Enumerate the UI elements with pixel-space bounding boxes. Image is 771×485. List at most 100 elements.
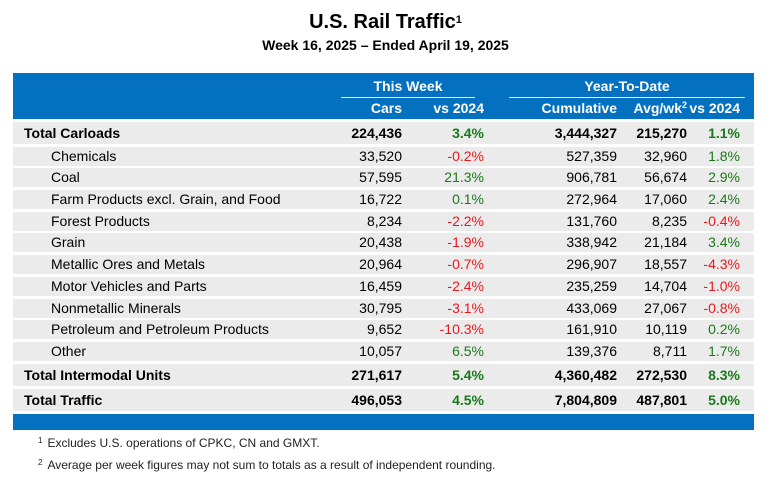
cell-cars: 496,053 bbox=[351, 391, 402, 408]
table-row: Petroleum and Petroleum Products 9,652 -10… bbox=[13, 320, 754, 340]
cell-cumulative: 906,781 bbox=[566, 169, 617, 186]
row-label: Total Carloads bbox=[24, 125, 121, 141]
cell-cumulative: 272,964 bbox=[566, 191, 617, 208]
cell-cars: 33,520 bbox=[359, 147, 402, 164]
cell-cars: 8,234 bbox=[366, 212, 402, 229]
group-label-this-week: This Week bbox=[373, 78, 443, 94]
row-label: Chemicals bbox=[51, 147, 117, 164]
cell-avg-wk: 10,119 bbox=[645, 321, 687, 338]
table-row-total: Total Intermodal Units 271,617 5.4% 4,360,4… bbox=[13, 363, 754, 386]
row-label: Grain bbox=[51, 234, 86, 251]
cell-cumulative: 235,259 bbox=[566, 277, 617, 294]
group-header-this-week: This Week bbox=[341, 77, 475, 98]
cell-cars: 271,617 bbox=[351, 366, 402, 383]
footnote-1-mark: 1 bbox=[38, 436, 43, 445]
title-text: U.S. Rail Traffic bbox=[309, 11, 456, 33]
cell-avg-wk: 32,960 bbox=[644, 147, 687, 164]
row-label: Coal bbox=[51, 169, 80, 186]
footnote-2-text: Average per week figures may not sum to … bbox=[47, 458, 496, 472]
cell-ytd-vs: 0.2% bbox=[708, 321, 740, 338]
cell-week-vs: 21.3% bbox=[444, 169, 484, 186]
cell-ytd-vs: -0.4% bbox=[703, 212, 740, 229]
avg-wk-label: Avg/wk bbox=[633, 100, 682, 116]
cell-cars: 9,652 bbox=[366, 321, 402, 338]
table-row: Chemicals 33,520 -0.2% 527,359 32,960 1.8% bbox=[13, 146, 754, 166]
cell-cumulative: 527,359 bbox=[566, 147, 617, 164]
table-footer-band bbox=[13, 413, 754, 430]
cell-cars: 10,057 bbox=[359, 342, 402, 359]
cell-week-vs: -1.9% bbox=[447, 234, 484, 251]
cell-week-vs: 4.5% bbox=[452, 391, 484, 408]
cell-week-vs: -0.2% bbox=[447, 147, 484, 164]
cell-week-vs: -2.2% bbox=[447, 212, 484, 229]
cell-week-vs: -0.7% bbox=[447, 256, 484, 273]
cell-cumulative: 4,360,482 bbox=[554, 366, 617, 383]
cell-week-vs: -3.1% bbox=[447, 299, 484, 316]
table-row: Metallic Ores and Metals 20,964 -0.7% 296,9… bbox=[13, 255, 754, 275]
col-header-cars: Cars bbox=[370, 100, 402, 116]
row-label: Petroleum and Petroleum Products bbox=[51, 321, 269, 338]
row-label: Motor Vehicles and Parts bbox=[51, 277, 207, 294]
cell-cars: 20,438 bbox=[359, 234, 402, 251]
cell-week-vs: 0.1% bbox=[452, 191, 484, 208]
cell-ytd-vs: 1.8% bbox=[708, 147, 740, 164]
cell-cumulative: 433,069 bbox=[566, 299, 617, 316]
table-row: Nonmetallic Minerals 30,795 -3.1% 433,069 27… bbox=[13, 298, 754, 318]
cell-avg-wk: 56,674 bbox=[644, 169, 687, 186]
table-row: Motor Vehicles and Parts 16,459 -2.4% 235,2… bbox=[13, 276, 754, 296]
table-row: Farm Products excl. Grain, and Food 16,72… bbox=[13, 190, 754, 210]
table-row: Other 10,057 6.5% 139,376 8,711 1.7% bbox=[13, 341, 754, 361]
cell-avg-wk: 215,270 bbox=[636, 125, 687, 141]
row-label: Total Traffic bbox=[24, 391, 103, 408]
cell-avg-wk: 17,060 bbox=[644, 191, 687, 208]
cell-cars: 16,722 bbox=[359, 191, 402, 208]
footnote-1: 1 Excludes U.S. operations of CPKC, CN an… bbox=[38, 436, 320, 450]
cell-avg-wk: 18,557 bbox=[644, 256, 687, 273]
cell-cumulative: 161,910 bbox=[566, 321, 617, 338]
footnote-2: 2 Average per week figures may not sum to… bbox=[38, 458, 496, 472]
cell-ytd-vs: 1.1% bbox=[708, 125, 740, 141]
table-row-total: Total Carloads 224,436 3.4% 3,444,327 215,27… bbox=[13, 122, 754, 144]
cell-ytd-vs: 5.0% bbox=[708, 391, 740, 408]
footnote-1-text: Excludes U.S. operations of CPKC, CN and… bbox=[47, 436, 320, 450]
avg-wk-footnote-mark: 2 bbox=[681, 100, 687, 110]
group-rule-this-week bbox=[341, 97, 475, 98]
table-body: Total Carloads 224,436 3.4% 3,444,327 215,27… bbox=[13, 122, 754, 411]
cell-week-vs: 3.4% bbox=[452, 125, 484, 141]
cell-cumulative: 131,760 bbox=[566, 212, 617, 229]
cell-avg-wk: 8,235 bbox=[651, 212, 687, 229]
col-header-cumulative: Cumulative bbox=[541, 100, 617, 116]
cell-ytd-vs: -0.8% bbox=[703, 299, 740, 316]
cell-ytd-vs: -1.0% bbox=[703, 277, 740, 294]
cell-ytd-vs: 8.3% bbox=[708, 366, 740, 383]
cell-ytd-vs: 3.4% bbox=[708, 234, 740, 251]
cell-cars: 20,964 bbox=[359, 256, 402, 273]
cell-ytd-vs: 2.4% bbox=[708, 191, 740, 208]
cell-avg-wk: 14,704 bbox=[644, 277, 687, 294]
cell-week-vs: -2.4% bbox=[447, 277, 484, 294]
cell-avg-wk: 272,530 bbox=[636, 366, 687, 383]
cell-cars: 57,595 bbox=[359, 169, 402, 186]
table-row: Forest Products 8,234 -2.2% 131,760 8,235 -0.… bbox=[13, 211, 754, 231]
table-row: Grain 20,438 -1.9% 338,942 21,184 3.4% bbox=[13, 233, 754, 253]
row-label: Metallic Ores and Metals bbox=[51, 256, 206, 273]
row-label: Total Intermodal Units bbox=[24, 366, 171, 383]
cell-cars: 224,436 bbox=[351, 125, 402, 141]
cell-cumulative: 296,907 bbox=[566, 256, 617, 273]
col-header-avg-wk: Avg/wk2 bbox=[633, 100, 687, 116]
cell-ytd-vs: -4.3% bbox=[703, 256, 740, 273]
col-header-ytd-vs: vs 2024 bbox=[689, 100, 740, 116]
row-label: Other bbox=[51, 342, 87, 359]
row-label: Farm Products excl. Grain, and Food bbox=[51, 191, 281, 208]
cell-ytd-vs: 2.9% bbox=[708, 169, 740, 186]
cell-cumulative: 3,444,327 bbox=[554, 125, 617, 141]
title-footnote-mark: 1 bbox=[455, 14, 462, 26]
group-rule-ytd bbox=[509, 97, 745, 98]
cell-ytd-vs: 1.7% bbox=[708, 342, 740, 359]
page-subtitle: Week 16, 2025 – Ended April 19, 2025 bbox=[262, 37, 509, 53]
cell-week-vs: 6.5% bbox=[452, 342, 484, 359]
cell-avg-wk: 8,711 bbox=[653, 342, 687, 359]
cell-cumulative: 338,942 bbox=[566, 234, 617, 251]
cell-cumulative: 7,804,809 bbox=[554, 391, 617, 408]
table-row-total: Total Traffic 496,053 4.5% 7,804,809 487,801… bbox=[13, 388, 754, 411]
